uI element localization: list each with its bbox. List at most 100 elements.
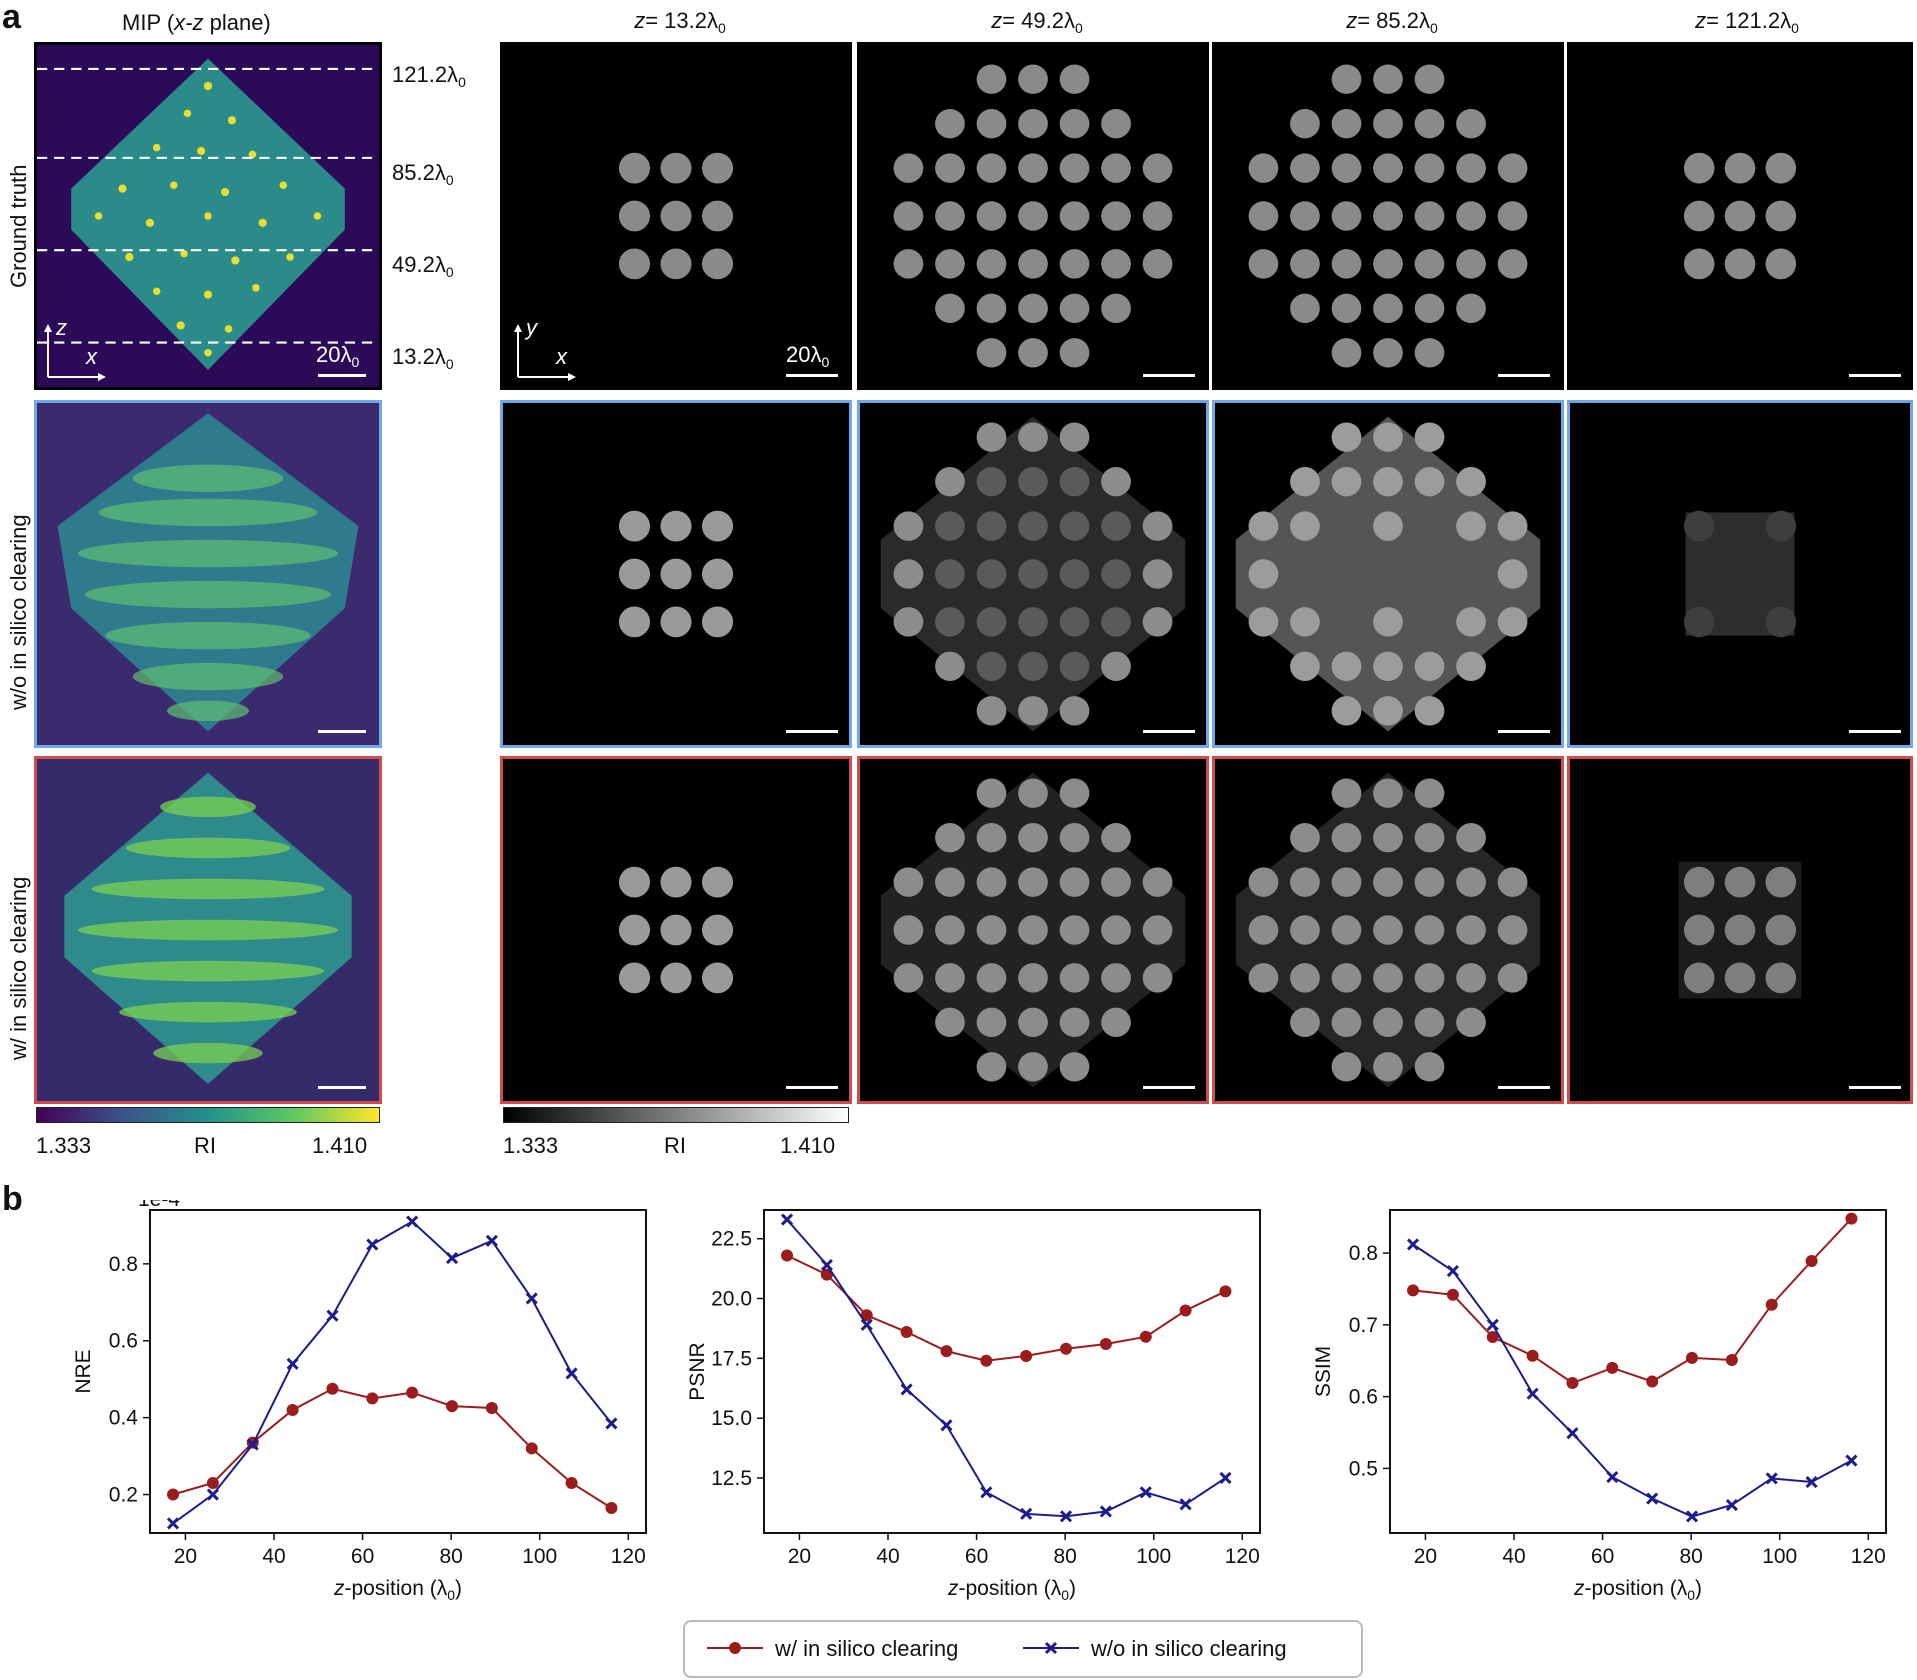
ssim-chart-series-1-point xyxy=(1685,1510,1699,1523)
colorbar-gray xyxy=(503,1107,849,1123)
nre-chart-xtick-label: 40 xyxy=(262,1545,285,1568)
mip-scale-label: 20λ0 xyxy=(316,342,360,370)
z-marker-49: 49.2λ0 xyxy=(392,252,454,280)
row-label-without-clearing: w/o in silico clearing xyxy=(6,514,31,710)
slice-w-z121-image xyxy=(1678,861,1802,999)
mip-with-clearing xyxy=(34,756,382,1104)
psnr-chart-series-1-point xyxy=(980,1486,993,1499)
mip-ground-truth xyxy=(34,42,382,390)
slice-scale-bar-wo-2 xyxy=(1143,730,1195,733)
ssim-chart-series-0-line xyxy=(1412,1217,1853,1385)
psnr-chart-series-1-point xyxy=(780,1213,794,1226)
colorbar-gray-label: RI xyxy=(664,1133,686,1158)
slice-gt-z49 xyxy=(857,42,1209,390)
ssim-chart-series-1-point xyxy=(1805,1475,1818,1489)
col-header-2: z= 49.2λ0 xyxy=(991,8,1083,36)
ssim-chart: 20 40 60 80 100 120 0.5 0.6 0.7 0.8 SSIM z-position… xyxy=(1312,1209,1887,1603)
row-label-ground-truth: Ground truth xyxy=(6,164,31,288)
slice-scale-label: 20λ0 xyxy=(786,342,830,370)
z-marker-13: 13.2λ0 xyxy=(392,344,454,372)
slice-wo-z49-image xyxy=(880,416,1186,732)
slice-w-z85 xyxy=(1212,756,1564,1104)
ssim-chart-xtick-label: 20 xyxy=(1414,1545,1437,1568)
colorbar-viridis-max: 1.410 xyxy=(312,1133,368,1158)
nre-chart-ylabel: NRE xyxy=(72,1349,95,1393)
ssim-chart-series-1-point xyxy=(1845,1454,1858,1467)
panel-b-letter: b xyxy=(2,1180,23,1218)
ssim-chart-series-0-point xyxy=(1606,1361,1619,1374)
panel-a-letter: a xyxy=(2,0,21,36)
psnr-chart-ytick-label: 22.5 xyxy=(711,1228,752,1251)
nre-chart-series-0-line xyxy=(172,1387,613,1509)
slice-w-z49-image xyxy=(880,772,1186,1088)
slice-w-z85-image xyxy=(1235,772,1541,1088)
psnr-chart-series-1-point xyxy=(1059,1510,1073,1523)
colorbar-gray-max: 1.410 xyxy=(780,1133,836,1158)
nre-chart-xtick-label: 80 xyxy=(439,1545,462,1568)
slice-gt-z13-image xyxy=(618,152,734,280)
row-label-with-clearing: w/ in silico clearing xyxy=(6,876,31,1060)
slice-scale-bar-wo-3 xyxy=(1498,730,1550,733)
legend-with-marker xyxy=(707,1642,763,1654)
psnr-chart-series-0-point xyxy=(1099,1337,1112,1350)
colorbar-viridis xyxy=(36,1107,380,1123)
mip-title: MIP (x-z plane) xyxy=(122,10,271,35)
nre-chart-ytick-label: 0.2 xyxy=(109,1484,138,1507)
nre-chart-series-0-point xyxy=(366,1392,379,1405)
psnr-chart-xtick-label: 40 xyxy=(876,1545,899,1568)
psnr-chart-series-0-point xyxy=(980,1354,993,1367)
ssim-chart-series-0-point xyxy=(1845,1212,1858,1225)
psnr-chart-series-0-point xyxy=(1020,1349,1033,1362)
mip-axes-arrows xyxy=(44,324,106,381)
nre-chart-series-1-point xyxy=(366,1238,379,1251)
nre-chart-series-1-point xyxy=(565,1367,578,1380)
colorbar-gray-min: 1.333 xyxy=(503,1133,559,1158)
ssim-chart-series-0-point xyxy=(1407,1284,1420,1297)
ssim-chart-ylabel: SSIM xyxy=(1312,1346,1335,1397)
slice-wo-z13-image xyxy=(618,510,734,638)
ssim-chart-ytick-label: 0.7 xyxy=(1349,1314,1378,1337)
nre-chart-series-0-point xyxy=(525,1442,538,1455)
colorbar-viridis-label: RI xyxy=(194,1133,216,1158)
slice-w-z13 xyxy=(500,756,852,1104)
mip-with-clearing-image xyxy=(37,759,379,1101)
psnr-chart-series-0-point xyxy=(1219,1285,1232,1298)
ssim-chart-series-0-point xyxy=(1805,1254,1818,1267)
psnr-chart-series-0-point xyxy=(940,1345,953,1358)
nre-chart-xtick-label: 20 xyxy=(174,1545,197,1568)
psnr-chart-series-1-point xyxy=(940,1419,953,1432)
slice-wo-z85 xyxy=(1212,400,1564,748)
psnr-chart-series-0-point xyxy=(820,1268,833,1281)
legend-without-label: w/o in silico clearing xyxy=(1091,1636,1287,1661)
slice-axis-y: y xyxy=(526,315,537,340)
psnr-chart-series-1-point xyxy=(1020,1507,1033,1520)
nre-chart-series-0-point xyxy=(206,1477,219,1490)
psnr-chart-series-0-point xyxy=(1060,1342,1073,1355)
nre-chart-series-1-point xyxy=(166,1517,180,1530)
slice-w-z121 xyxy=(1567,756,1913,1104)
nre-chart-series-1-point xyxy=(605,1417,618,1430)
slice-scale-bar-w-4 xyxy=(1849,1086,1901,1089)
ssim-chart-series-1-point xyxy=(1566,1427,1579,1440)
ssim-chart-xtick-label: 100 xyxy=(1762,1545,1797,1568)
slice-gt-z121 xyxy=(1567,42,1913,390)
psnr-chart-ylabel: PSNR xyxy=(686,1342,709,1400)
psnr-chart-xtick-label: 120 xyxy=(1225,1545,1260,1568)
ssim-chart-xtick-label: 40 xyxy=(1502,1545,1525,1568)
nre-chart-xtick-label: 60 xyxy=(351,1545,374,1568)
nre-chart-series-0-point xyxy=(605,1502,618,1515)
slice-wo-z13 xyxy=(500,400,852,748)
slice-scale-bar-gt-2 xyxy=(1143,374,1195,377)
slice-scale-bar-gt-4 xyxy=(1849,374,1901,377)
slice-scale-bar-wo-4 xyxy=(1849,730,1901,733)
mip-scale-bar xyxy=(318,374,366,377)
ssim-chart-series-1-line xyxy=(1412,1243,1852,1518)
psnr-chart-frame xyxy=(763,1209,1261,1534)
ssim-chart-series-1-point xyxy=(1646,1492,1659,1505)
slice-axis-x: x xyxy=(556,344,567,369)
nre-chart-xlabel: z-position (λ0) xyxy=(333,1577,462,1603)
psnr-chart-series-1-point xyxy=(1179,1498,1192,1511)
nre-chart-offset-label: 1e-4 xyxy=(138,1200,180,1211)
nre-chart-series-1-point xyxy=(246,1438,259,1451)
nre-chart-xtick-label: 100 xyxy=(522,1545,557,1568)
